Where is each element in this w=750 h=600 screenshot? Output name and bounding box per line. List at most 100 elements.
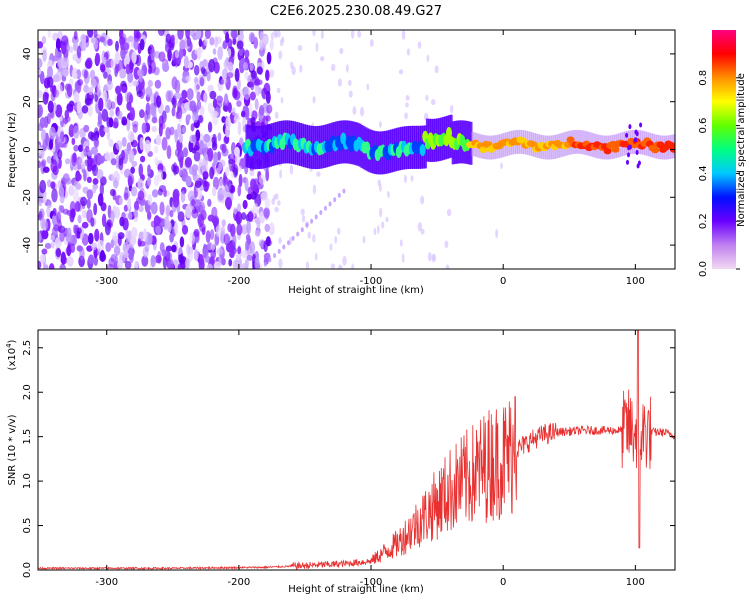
spectrogram-cell	[153, 145, 159, 154]
spectrogram-cell	[635, 150, 639, 156]
spectrogram-cell	[270, 31, 274, 41]
spectrogram-cell	[48, 139, 54, 150]
spectrogram-cell	[237, 203, 242, 213]
spectrogram-cell	[174, 222, 179, 235]
spectrogram-cell	[197, 115, 204, 124]
spectrogram-cell	[169, 126, 175, 136]
spectrogram-cell	[131, 51, 137, 64]
colorbar-ticks: 0.0 0.2 0.4 0.6 0.8	[698, 70, 740, 277]
spectrogram-cell	[42, 138, 48, 151]
spectrogram-cell	[142, 228, 147, 241]
spectrogram-cell	[206, 263, 213, 269]
spectrogram-cell	[139, 137, 144, 151]
spectrogram-cell	[183, 55, 189, 69]
spectrogram-cell	[138, 75, 143, 83]
spectrogram-cell	[446, 208, 452, 217]
spectrogram-cell	[289, 164, 294, 175]
spectrogram-cell	[76, 227, 82, 235]
spectrogram-cell	[337, 227, 341, 235]
spectrogram-cell	[401, 253, 405, 263]
spectrogram-cell	[38, 41, 44, 49]
spectrogram-cell	[113, 245, 121, 256]
spectrogram-cell	[337, 78, 342, 87]
spectrogram-cell	[195, 30, 202, 39]
spectrogram-cell	[137, 178, 144, 191]
spectrogram-cell	[44, 263, 49, 269]
spectrogram-cell	[96, 82, 101, 94]
spectrogram-cell	[115, 40, 119, 52]
spectrogram-cell	[155, 225, 162, 235]
spectrogram-cell	[73, 30, 78, 40]
spectrogram-cell	[236, 40, 244, 50]
spectrogram-cell	[217, 46, 223, 61]
spectrogram-cell	[81, 221, 89, 229]
spectrogram-cell	[58, 186, 65, 198]
spectrogram-cell	[76, 245, 83, 252]
spectrogram-cell	[110, 210, 115, 224]
spectrogram-cell	[232, 247, 237, 254]
spectrogram-cell	[373, 227, 377, 236]
spectrogram-cell	[132, 80, 139, 87]
spectrogram-cell	[212, 186, 217, 197]
spectrogram-cell	[66, 103, 71, 112]
spectrogram-y-label: Frequency (Hz)	[7, 112, 18, 188]
spectrogram-cell	[401, 30, 406, 40]
spectrogram-cell	[41, 229, 49, 240]
spectrogram-cell	[129, 107, 136, 121]
spectrogram-cell	[97, 239, 105, 253]
spectrogram-cell	[102, 56, 107, 63]
spectrogram-cell	[213, 151, 218, 166]
spectrogram-cell	[185, 75, 192, 82]
spectrogram-cell	[102, 90, 108, 101]
spectrogram-cell	[49, 126, 56, 140]
spectrogram-cell	[225, 116, 232, 131]
spectrogram-cell	[73, 125, 80, 139]
spectrogram-cell	[223, 233, 230, 246]
spectrogram-cell	[323, 205, 327, 211]
spectrogram-cell	[130, 236, 137, 246]
spectrogram-cell	[146, 176, 152, 187]
spectrogram-cell	[98, 155, 105, 164]
spectrogram-cell	[54, 89, 59, 98]
spectrogram-cell	[263, 35, 269, 46]
spectrogram-cell	[250, 179, 257, 192]
spectrogram-cell	[46, 112, 51, 125]
spectrogram-cell	[125, 230, 130, 244]
colorbar-tick-label: 0.8	[698, 70, 709, 86]
spectrogram-cell	[76, 100, 82, 114]
spectrogram-cell	[56, 51, 62, 61]
spectrogram-cell	[65, 158, 71, 165]
spectrogram-cell	[291, 235, 295, 241]
spectrogram-cell	[197, 213, 203, 225]
snr-y-tick-label: 2.0	[22, 384, 33, 400]
spectrogram-cell	[52, 102, 57, 112]
spectrogram-cell	[100, 64, 106, 73]
spectrogram-cell	[333, 197, 337, 203]
spectrogram-cell	[202, 58, 208, 67]
snr-y-tick-label: 2.5	[22, 340, 33, 356]
spectrogram-cell	[279, 169, 283, 179]
spectrogram-cell	[224, 196, 233, 210]
spectrogram-cell	[268, 257, 272, 263]
spectrogram-cell	[71, 137, 76, 146]
spectrogram-cell	[627, 145, 631, 151]
spectrogram-cell	[231, 107, 236, 116]
spectrogram-cell	[122, 241, 129, 250]
spectrogram-cell	[212, 215, 220, 227]
spectrogram-cell	[186, 36, 192, 47]
spectrogram-cell	[174, 33, 179, 45]
spectrogram-cell	[338, 264, 343, 269]
spectrogram-cell	[90, 146, 98, 155]
spectrogram-cell	[39, 70, 45, 85]
snr-x-tick-label: -100	[360, 577, 383, 588]
spectrogram-cell	[127, 35, 134, 42]
spectrogram-cell	[249, 241, 256, 254]
spectrogram-y-axis: -40 -20 0 20 40	[22, 48, 675, 253]
spectrogram-cell	[158, 123, 163, 137]
spectrogram-cell	[265, 90, 271, 104]
spectrogram-cell	[92, 178, 99, 185]
snr-x-axis: -300 -200 -100 0 100	[95, 330, 645, 588]
spectrogram-cell	[72, 188, 79, 203]
spectrogram-cell	[176, 123, 182, 137]
spectrogram-y-tick-label: -20	[22, 189, 33, 205]
